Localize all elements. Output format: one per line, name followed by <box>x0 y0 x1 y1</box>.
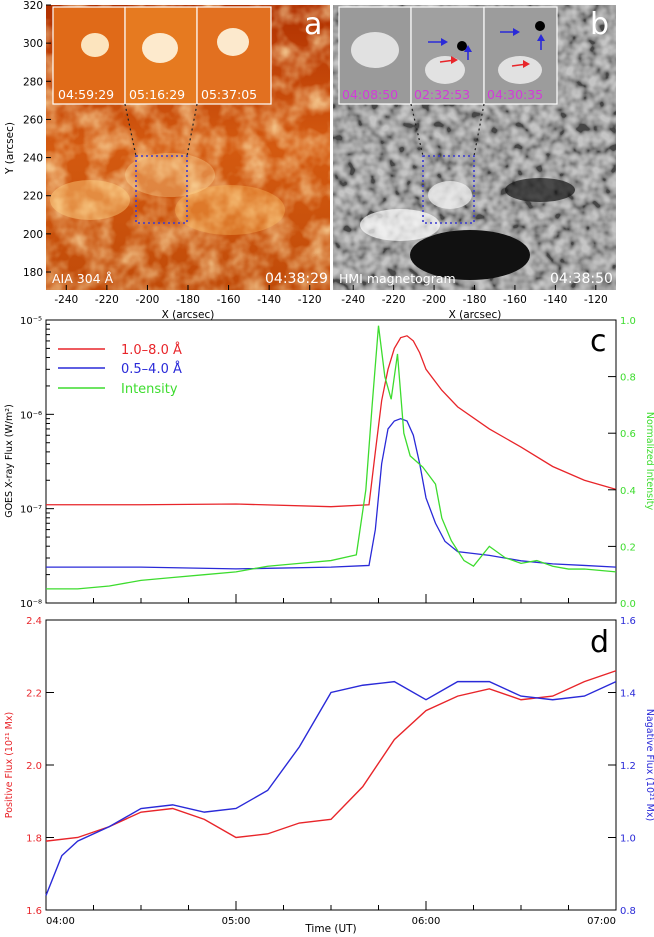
hmi-roi-box <box>422 155 475 224</box>
c-y-right-tick-label: 0.0 <box>620 599 636 610</box>
hmi-time-label: 04:38:50 <box>550 271 613 287</box>
y-tick-label: 260 <box>23 114 43 126</box>
panel-a-y-axis: 180 200 220 240 260 280 300 320 <box>23 0 51 279</box>
x-tick-label: -140 <box>543 294 567 306</box>
panel-a-ylabel: Y (arcsec) <box>4 122 16 175</box>
panel-a: 04:59:29 05:16:29 05:37:05 a AIA 304 Å 0… <box>4 0 330 321</box>
x-tick-label: -160 <box>503 294 527 306</box>
panel-a-xlabel: X (arcsec) <box>162 309 215 321</box>
panel-b-x-axis: -240 -220 -200 -180 -160 -140 -120 <box>341 285 608 306</box>
aia-inset-time-2: 05:16:29 <box>129 87 185 102</box>
hmi-inset-time-1: 04:08:50 <box>342 87 398 102</box>
y-tick-label: 280 <box>23 76 43 88</box>
y-tick-label: 220 <box>23 191 43 203</box>
d-x-tick-label: 04:00 <box>46 916 75 927</box>
aia-instrument-label: AIA 304 Å <box>52 271 114 286</box>
panel-d-ylabel-right: Nagative Flux (10²¹ Mx) <box>644 709 654 821</box>
panel-d-axes: 1.6 1.8 2.0 2.2 2.4 0.8 1.0 1.2 1.4 1.6 04:00 05:00… <box>26 616 636 927</box>
aia-insets: 04:59:29 05:16:29 05:37:05 <box>52 6 272 105</box>
x-tick-label: -240 <box>54 294 78 306</box>
aia-inset-time-3: 05:37:05 <box>201 87 257 102</box>
d-x-tick-label: 05:00 <box>222 916 251 927</box>
x-tick-label: -200 <box>136 294 160 306</box>
y-tick-label: 240 <box>23 153 43 165</box>
panel-d: 1.6 1.8 2.0 2.2 2.4 0.8 1.0 1.2 1.4 1.6 04:00 05:00… <box>4 616 654 935</box>
d-y-right-tick-label: 0.8 <box>620 906 636 917</box>
d-y-tick-label: 2.2 <box>26 689 42 700</box>
panel-d-ylabel: Positive Flux (10²¹ Mx) <box>4 712 15 818</box>
panel-b-letter: b <box>590 7 609 42</box>
panel-b-xlabel: X (arcsec) <box>449 309 502 321</box>
panel-c-axes: 10⁻⁸ 10⁻⁷ 10⁻⁶ 10⁻⁵ 0.0 0.2 0.4 0.6 0.8 1.0 <box>20 316 636 610</box>
x-tick-label: -120 <box>584 294 608 306</box>
aia-roi-box <box>135 155 188 224</box>
x-tick-label: -220 <box>95 294 119 306</box>
panel-a-letter: a <box>304 7 322 42</box>
aia-inset-time-1: 04:59:29 <box>58 87 114 102</box>
legend-red: 1.0–8.0 Å <box>121 342 182 358</box>
hmi-inset-time-2: 02:32:53 <box>414 87 470 102</box>
panel-c: 10⁻⁸ 10⁻⁷ 10⁻⁶ 10⁻⁵ 0.0 0.2 0.4 0.6 0.8 1.0 c 1.0… <box>4 316 654 610</box>
y-tick-label: 200 <box>23 229 43 241</box>
c-y-right-tick-label: 0.8 <box>620 373 636 384</box>
panel-d-xlabel: Time (UT) <box>304 923 356 935</box>
d-x-tick-label: 06:00 <box>412 916 441 927</box>
c-y-tick-label: 10⁻⁸ <box>20 599 42 610</box>
panel-c-legend: 1.0–8.0 Å 0.5–4.0 Å Intensity <box>58 342 182 397</box>
hmi-instrument-label: HMI magnetogram <box>339 271 456 286</box>
d-y-tick-label: 1.8 <box>26 834 42 845</box>
hmi-insets: 04:08:50 02:32:53 04:30:35 <box>338 6 558 105</box>
x-tick-label: -120 <box>298 294 322 306</box>
d-y-right-tick-label: 1.6 <box>620 616 636 627</box>
d-y-tick-label: 2.0 <box>26 761 42 772</box>
x-tick-label: -140 <box>257 294 281 306</box>
c-y-tick-label: 10⁻⁷ <box>20 505 42 516</box>
x-tick-label: -180 <box>176 294 200 306</box>
series-line-c-3 <box>46 325 617 590</box>
d-y-tick-label: 2.4 <box>26 616 42 627</box>
c-y-right-tick-label: 0.2 <box>620 542 636 553</box>
c-y-right-tick-label: 0.6 <box>620 429 636 440</box>
panel-a-x-axis: -240 -220 -200 -180 -160 -140 -120 <box>54 285 322 306</box>
panel-c-series <box>46 325 617 590</box>
panel-b: 04:08:50 02:32:53 04:30:35 b HMI magneto… <box>333 5 616 321</box>
series-line-d-2 <box>45 680 617 896</box>
c-y-right-tick-label: 0.4 <box>620 486 636 497</box>
y-tick-label: 180 <box>23 267 43 279</box>
x-tick-label: -200 <box>422 294 446 306</box>
x-tick-label: -180 <box>463 294 487 306</box>
hmi-arrows <box>428 28 545 68</box>
y-tick-label: 320 <box>23 0 43 12</box>
d-y-tick-label: 1.6 <box>26 906 42 917</box>
series-line-c-1 <box>46 335 617 508</box>
panel-d-series <box>45 670 617 896</box>
hmi-inset-time-3: 04:30:35 <box>487 87 543 102</box>
series-line-d-1 <box>45 670 617 842</box>
d-x-tick-label: 07:00 <box>587 916 616 927</box>
panel-c-ylabel: GOES X-ray Flux (W/m²) <box>4 404 15 518</box>
panel-c-ylabel-right: Normalized Intensity <box>644 412 654 511</box>
y-tick-label: 300 <box>23 38 43 50</box>
panel-d-frame <box>45 619 617 911</box>
d-y-right-tick-label: 1.2 <box>620 761 636 772</box>
x-tick-label: -240 <box>341 294 365 306</box>
legend-green: Intensity <box>121 382 178 397</box>
x-tick-label: -220 <box>382 294 406 306</box>
c-y-tick-label: 10⁻⁶ <box>20 410 42 421</box>
legend-blue: 0.5–4.0 Å <box>121 361 182 377</box>
d-y-right-tick-label: 1.4 <box>620 689 636 700</box>
x-tick-label: -160 <box>217 294 241 306</box>
aia-time-label: 04:38:29 <box>265 271 328 287</box>
panel-c-letter: c <box>590 324 607 359</box>
panel-d-letter: d <box>590 625 609 660</box>
c-y-tick-label: 10⁻⁵ <box>20 316 42 327</box>
c-y-right-tick-label: 1.0 <box>620 316 636 327</box>
panel-c-frame <box>45 319 617 604</box>
d-y-right-tick-label: 1.0 <box>620 834 636 845</box>
